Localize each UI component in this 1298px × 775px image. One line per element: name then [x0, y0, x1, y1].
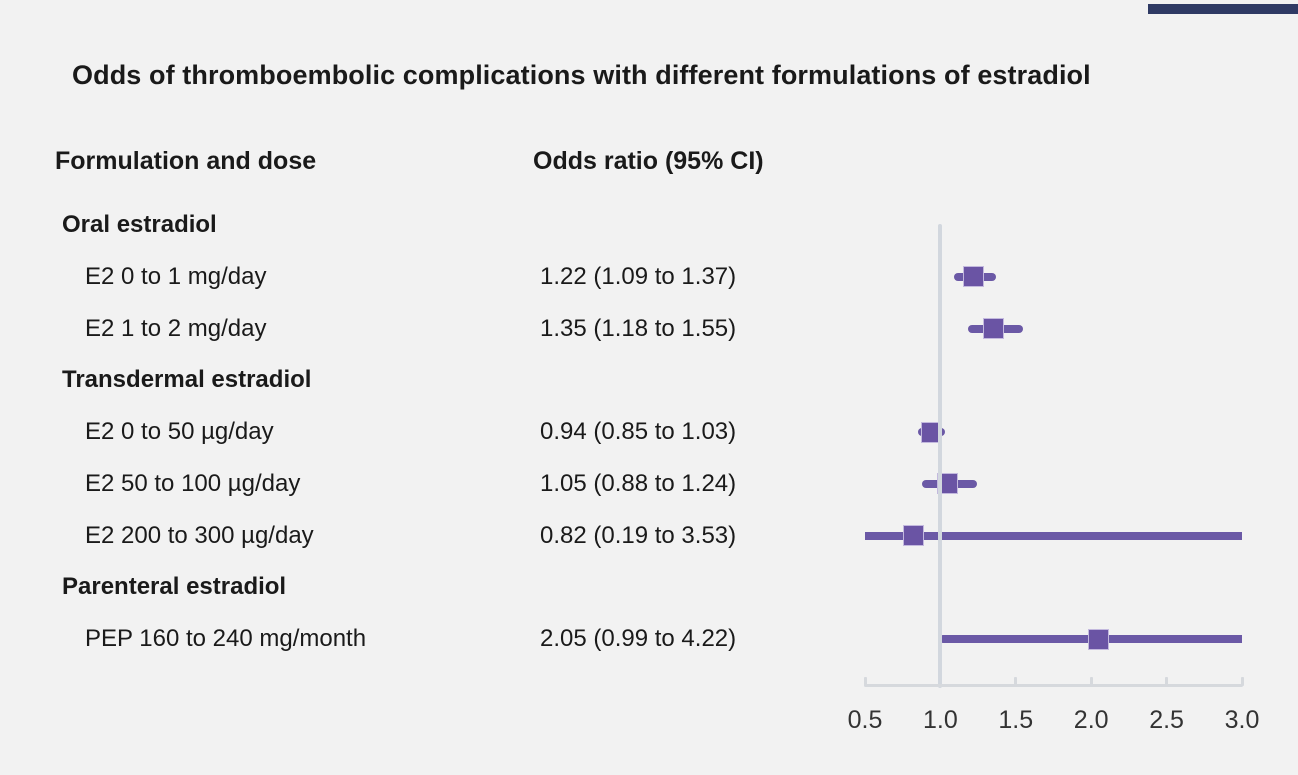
row-label: E2 1 to 2 mg/day	[85, 314, 267, 342]
x-axis-tick	[1240, 677, 1244, 686]
group-label: Oral estradiol	[62, 211, 217, 238]
row-label: E2 0 to 50 µg/day	[85, 418, 274, 445]
table-row: E2 1 to 2 mg/day 1.35 (1.18 to 1.55)	[85, 314, 1298, 344]
odds-ratio-marker	[1088, 628, 1110, 650]
row-label: E2 200 to 300 µg/day	[85, 521, 314, 549]
ci-bar	[865, 531, 1242, 540]
group-label: Parenteral estradiol	[62, 573, 287, 601]
group-label-row: Parenteral estradiol	[62, 572, 286, 602]
x-axis-tick-label: 2.0	[1073, 706, 1109, 734]
odds-ratio-marker	[902, 525, 924, 546]
reference-line	[938, 224, 943, 688]
row-odds-ratio-value: 0.94 (0.85 to 1.03)	[540, 418, 737, 445]
row-odds-ratio-value: 2.05 (0.99 to 4.22)	[540, 625, 737, 652]
group-label-row: Transdermal estradiol	[62, 365, 311, 395]
group-label: Transdermal estradiol	[62, 366, 312, 394]
x-axis-tick-label: 3.0	[1224, 706, 1260, 734]
row-label: PEP 160 to 240 mg/month	[85, 625, 367, 652]
row-odds-ratio-value: 0.82 (0.19 to 3.53)	[540, 521, 737, 549]
x-axis-tick	[863, 677, 867, 686]
x-axis-tick	[1089, 677, 1093, 686]
table-row: E2 0 to 1 mg/day 1.22 (1.09 to 1.37)	[85, 262, 1298, 292]
x-axis-tick-label: 1.5	[998, 706, 1034, 734]
odds-ratio-marker	[963, 266, 985, 288]
row-odds-ratio-value: 1.22 (1.09 to 1.37)	[540, 262, 737, 290]
x-axis-tick	[1165, 677, 1169, 686]
odds-ratio-marker	[937, 473, 959, 495]
row-odds-ratio-value: 1.35 (1.18 to 1.55)	[540, 314, 737, 342]
row-odds-ratio-value: 1.05 (0.88 to 1.24)	[540, 469, 737, 497]
row-label: E2 0 to 1 mg/day	[85, 262, 267, 290]
chart-title: Odds of thromboembolic complications wit…	[72, 60, 1091, 90]
x-axis-line	[864, 684, 1243, 687]
x-axis-tick	[1014, 677, 1018, 686]
table-row: E2 200 to 300 µg/day 0.82 (0.19 to 3.53)	[85, 521, 1298, 551]
brand-bar	[1148, 4, 1298, 14]
odds-ratio-marker	[982, 318, 1004, 339]
group-label-row: Oral estradiol	[62, 210, 217, 240]
column-header-odds-ratio: Odds ratio (95% CI)	[533, 147, 764, 175]
table-row: E2 50 to 100 µg/day 1.05 (0.88 to 1.24)	[85, 469, 1298, 499]
x-axis-tick-label: 2.5	[1149, 706, 1184, 734]
column-header-formulation: Formulation and dose	[55, 147, 317, 175]
table-row: PEP 160 to 240 mg/month 2.05 (0.99 to 4.2…	[85, 624, 1298, 654]
table-row: E2 0 to 50 µg/day 0.94 (0.85 to 1.03)	[85, 417, 1298, 447]
x-axis-tick-label: 1.0	[923, 706, 958, 734]
x-axis-tick-label: 0.5	[847, 706, 883, 734]
row-label: E2 50 to 100 µg/day	[85, 469, 301, 497]
